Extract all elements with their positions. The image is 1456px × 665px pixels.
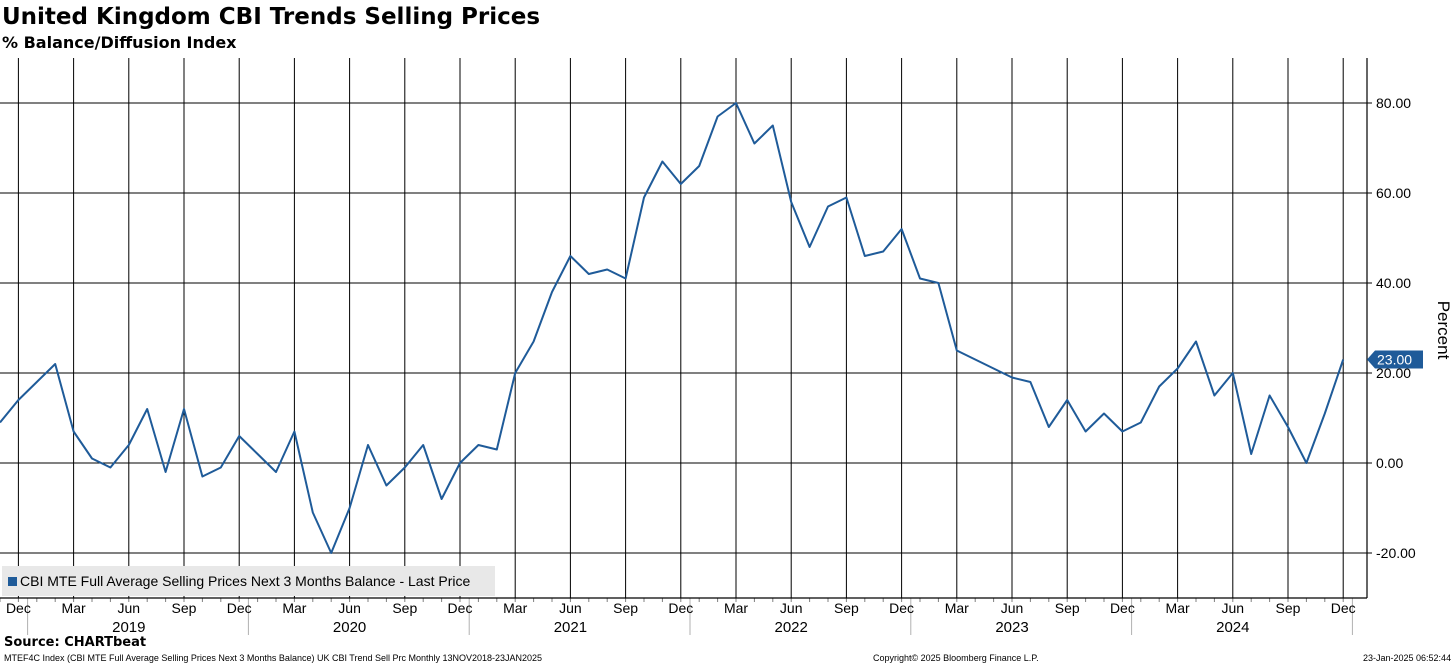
x-month-label: Jun (1001, 600, 1024, 616)
x-month-label: Mar (282, 600, 306, 616)
x-month-label: Dec (668, 600, 693, 616)
x-month-label: Mar (945, 600, 969, 616)
y-tick-label: 80.00 (1376, 95, 1411, 111)
x-year-label: 2024 (1216, 619, 1249, 636)
x-year-label: 2021 (554, 619, 587, 636)
x-month-label: Mar (1166, 600, 1190, 616)
y-tick-label: 20.00 (1376, 365, 1411, 381)
x-month-label: Jun (118, 600, 141, 616)
x-year-label: 2023 (995, 619, 1028, 636)
x-month-label: Jun (338, 600, 361, 616)
x-month-label: Sep (1276, 600, 1301, 616)
series-line (0, 102, 1345, 554)
x-year-label: 2019 (112, 619, 145, 636)
copyright: Copyright© 2025 Bloomberg Finance L.P. (873, 653, 1039, 663)
legend-label: CBI MTE Full Average Selling Prices Next… (20, 573, 471, 589)
chart-title: United Kingdom CBI Trends Selling Prices (2, 4, 541, 30)
x-month-label: Sep (392, 600, 417, 616)
y-tick-label: 60.00 (1376, 185, 1411, 201)
x-month-label: Sep (613, 600, 638, 616)
legend-swatch (8, 576, 17, 586)
x-month-label: Mar (724, 600, 748, 616)
source-note: Source: CHARTbeat (4, 635, 147, 650)
x-month-label: Sep (834, 600, 859, 616)
x-month-label: Dec (6, 600, 31, 616)
chart-subtitle: % Balance/Diffusion Index (2, 33, 237, 52)
x-month-label: Dec (1331, 600, 1356, 616)
x-year-label: 2022 (775, 619, 808, 636)
x-month-label: Jun (1222, 600, 1245, 616)
x-month-label: Mar (62, 600, 86, 616)
x-month-label: Dec (448, 600, 473, 616)
timestamp: 23-Jan-2025 06:52:44 (1363, 653, 1452, 663)
last-value-tag (1367, 350, 1423, 369)
x-month-label: Dec (1110, 600, 1135, 616)
x-month-label: Sep (1055, 600, 1080, 616)
x-month-label: Dec (889, 600, 914, 616)
x-month-label: Sep (172, 600, 197, 616)
x-year-label: 2020 (333, 619, 366, 636)
y-axis-label: Percent (1434, 301, 1453, 360)
y-tick-label: 0.00 (1376, 455, 1403, 471)
y-tick-label: 40.00 (1376, 275, 1411, 291)
x-month-label: Mar (503, 600, 527, 616)
y-tick-label: -20.00 (1376, 545, 1416, 561)
x-month-label: Dec (227, 600, 252, 616)
x-month-label: Jun (780, 600, 803, 616)
last-value-label: 23.00 (1377, 352, 1412, 368)
legend: CBI MTE Full Average Selling Prices Next… (2, 566, 495, 596)
index-info: MTEF4C Index (CBI MTE Full Average Selli… (4, 653, 543, 663)
x-month-label: Jun (559, 600, 582, 616)
